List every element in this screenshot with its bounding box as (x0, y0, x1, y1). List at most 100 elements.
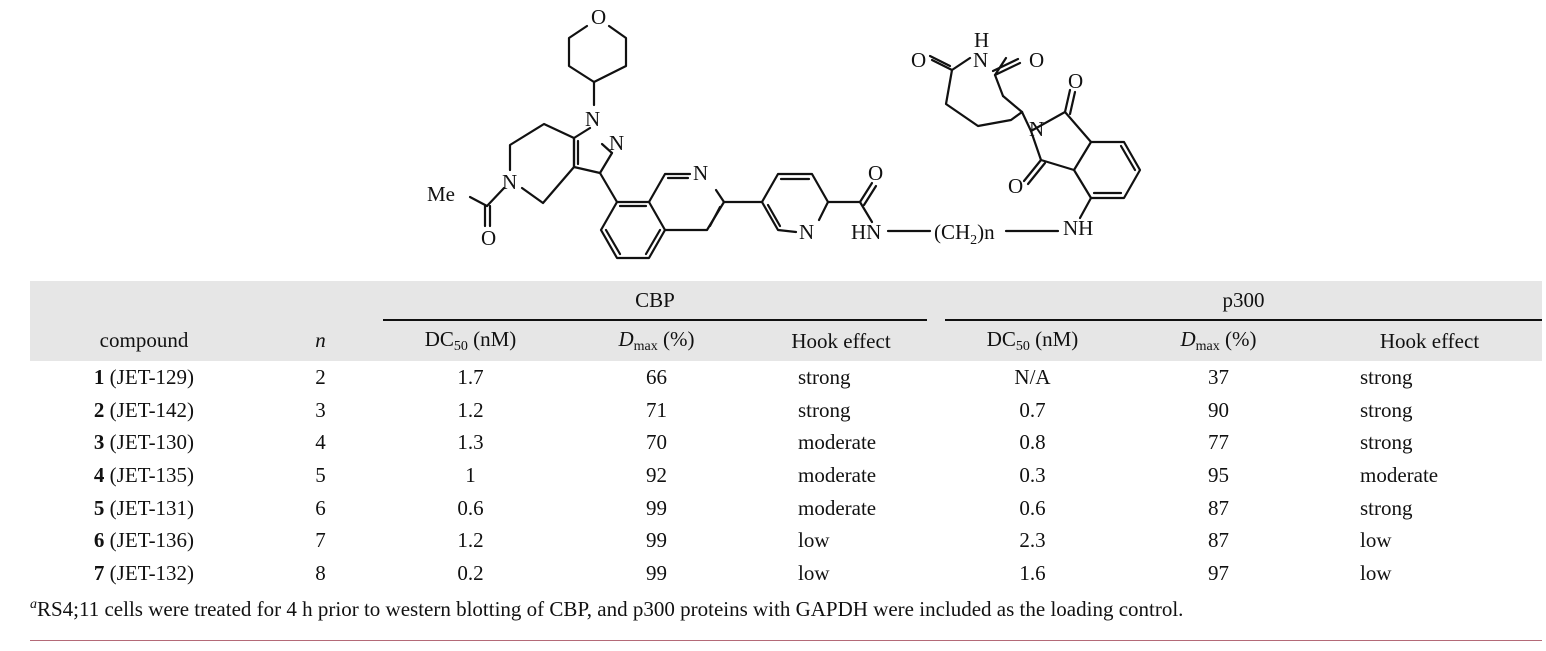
compound-cell: 2 (JET-142) (93, 397, 195, 422)
p300-dc50-cell: 0.3 (1019, 462, 1046, 487)
col-header-cbp-dc50: DC50 (nM) (383, 320, 558, 361)
p300-dc50-cell: N/A (1014, 364, 1051, 389)
col-header-cbp-dmax: Dmax (%) (558, 320, 755, 361)
atom-n-ring: N (502, 170, 517, 194)
n-cell: 4 (315, 430, 326, 455)
cbp-dmax-cell: 92 (646, 462, 667, 487)
atom-o-amide: O (868, 161, 883, 185)
atom-o-glut-left: O (911, 48, 926, 72)
footnote-text: RS4;11 cells were treated for 4 h prior … (37, 597, 1184, 621)
atom-n-pyr: N (799, 220, 814, 244)
col-header-n: n (258, 320, 383, 361)
compound-cell: 3 (JET-130) (93, 430, 195, 455)
cbp-hook-cell: low (798, 528, 830, 553)
group-header-cbp: CBP (383, 281, 927, 321)
footnote-marker: a (30, 597, 37, 612)
p300-dmax-cell: 37 (1208, 364, 1229, 389)
cbp-dc50-cell: 0.2 (457, 560, 484, 585)
compound-cell: 4 (JET-135) (93, 462, 195, 487)
p300-dmax-cell: 97 (1208, 560, 1229, 585)
table-row: 2 (JET-142) 3 1.2 71 strong 0.7 90 stron… (30, 394, 1542, 427)
p300-hook-cell: strong (1360, 430, 1413, 455)
table-row: 5 (JET-131) 6 0.6 99 moderate 0.6 87 str… (30, 492, 1542, 525)
n-cell: 5 (315, 462, 326, 487)
table-row: 6 (JET-136) 7 1.2 99 low 2.3 87 low (30, 524, 1542, 557)
p300-dmax-cell: 87 (1208, 528, 1229, 553)
compound-cell: 6 (JET-136) (93, 528, 195, 553)
table-row: 4 (JET-135) 5 1 92 moderate 0.3 95 moder… (30, 459, 1542, 492)
cbp-dc50-cell: 0.6 (457, 495, 484, 520)
n-cell: 6 (315, 495, 326, 520)
p300-dc50-cell: 0.6 (1019, 495, 1046, 520)
cbp-dc50-cell: 1.2 (457, 528, 484, 553)
n-cell: 8 (315, 560, 326, 585)
p300-dmax-cell: 87 (1208, 495, 1229, 520)
atom-n-isoq: N (693, 161, 708, 185)
compound-cell: 7 (JET-132) (93, 560, 195, 585)
cbp-dc50-cell: 1 (465, 462, 476, 487)
p300-dmax-cell: 95 (1208, 462, 1229, 487)
cbp-hook-cell: strong (798, 397, 851, 422)
cbp-hook-cell: moderate (798, 430, 877, 455)
n-cell: 7 (315, 528, 326, 553)
atom-n-imide: N (973, 48, 988, 72)
col-header-cbp-hook: Hook effect (755, 320, 927, 361)
atom-o-glut-right: O (1029, 48, 1044, 72)
cbp-hook-cell: moderate (798, 462, 877, 487)
p300-dmax-cell: 77 (1208, 430, 1229, 455)
atom-o-phth-bottom: O (1008, 174, 1023, 198)
linker-label: (CH2)n (934, 220, 995, 248)
p300-dc50-cell: 2.3 (1019, 528, 1046, 553)
group-header-p300: p300 (945, 281, 1542, 321)
cbp-dmax-cell: 70 (646, 430, 667, 455)
cbp-hook-cell: low (798, 560, 830, 585)
col-header-p300-hook: Hook effect (1317, 320, 1542, 361)
col-header-compound: compound (30, 320, 258, 361)
compound-cell: 5 (JET-131) (93, 495, 195, 520)
p300-hook-cell: strong (1360, 364, 1413, 389)
p300-dc50-cell: 1.6 (1019, 560, 1046, 585)
atom-me: Me (427, 182, 455, 206)
p300-hook-cell: moderate (1360, 462, 1439, 487)
n-cell: 2 (315, 364, 326, 389)
bottom-rule (30, 640, 1542, 641)
col-header-p300-dc50: DC50 (nM) (945, 320, 1120, 361)
cbp-dc50-cell: 1.3 (457, 430, 484, 455)
atom-o-acetyl: O (481, 226, 496, 250)
atom-n1: N (585, 107, 600, 131)
p300-hook-cell: strong (1360, 397, 1413, 422)
p300-dc50-cell: 0.7 (1019, 397, 1046, 422)
p300-hook-cell: strong (1360, 495, 1413, 520)
column-header-row: compound n DC50 (nM) Dmax (%) Hook effec… (30, 320, 1542, 361)
atom-nh: NH (1063, 216, 1093, 240)
atom-o-phth-top: O (1068, 69, 1083, 93)
cbp-dmax-cell: 71 (646, 397, 667, 422)
p300-hook-cell: low (1360, 560, 1392, 585)
cbp-dc50-cell: 1.2 (457, 397, 484, 422)
degradation-table: CBP p300 compound n DC50 (nM) Dmax (%) H… (30, 281, 1542, 590)
cbp-dmax-cell: 66 (646, 364, 667, 389)
atom-o-pyran: O (591, 5, 606, 29)
table-row: 1 (JET-129) 2 1.7 66 strong N/A 37 stron… (30, 361, 1542, 394)
cbp-dmax-cell: 99 (646, 528, 667, 553)
group-header-row: CBP p300 (30, 281, 1542, 321)
atom-n2: N (609, 131, 624, 155)
table-row: 7 (JET-132) 8 0.2 99 low 1.6 97 low (30, 557, 1542, 590)
cbp-hook-cell: strong (798, 364, 851, 389)
p300-dmax-cell: 90 (1208, 397, 1229, 422)
chemical-structure: O N N Me N O N N O HN (CH2)n NH H N O O … (427, 5, 1142, 260)
table-row: 3 (JET-130) 4 1.3 70 moderate 0.8 77 str… (30, 426, 1542, 459)
p300-dc50-cell: 0.8 (1019, 430, 1046, 455)
cbp-dmax-cell: 99 (646, 560, 667, 585)
p300-hook-cell: low (1360, 528, 1392, 553)
atom-hn: HN (851, 220, 881, 244)
atom-n-phth: N (1029, 117, 1044, 141)
atom-h-imide: H (974, 28, 989, 52)
table-footnote: aRS4;11 cells were treated for 4 h prior… (30, 597, 1183, 622)
compound-cell: 1 (JET-129) (93, 364, 195, 389)
cbp-dc50-cell: 1.7 (457, 364, 484, 389)
col-header-p300-dmax: Dmax (%) (1120, 320, 1317, 361)
cbp-dmax-cell: 99 (646, 495, 667, 520)
n-cell: 3 (315, 397, 326, 422)
cbp-hook-cell: moderate (798, 495, 877, 520)
